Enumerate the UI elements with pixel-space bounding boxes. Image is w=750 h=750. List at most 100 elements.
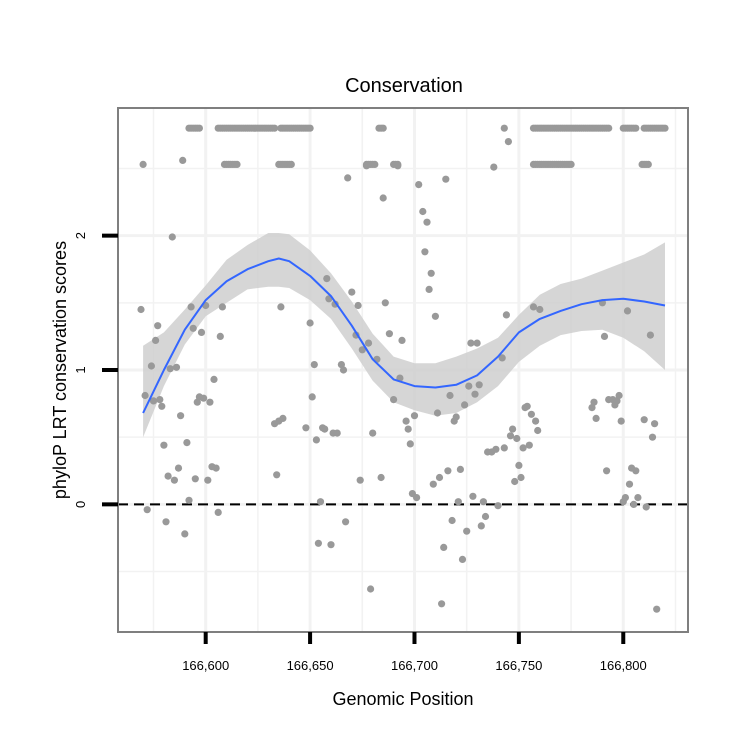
data-point (333, 429, 341, 437)
data-point (216, 332, 224, 340)
data-point (139, 160, 147, 168)
data-point (233, 160, 241, 168)
axes: 166,600 166,650 166,700 166,750 166,800 0 1 2 (73, 232, 647, 673)
data-point (210, 375, 218, 383)
data-point (513, 434, 521, 443)
data-point (141, 391, 149, 400)
data-point (479, 498, 487, 506)
data-point (358, 346, 366, 354)
data-point (506, 432, 515, 440)
data-point (162, 518, 170, 526)
data-point (172, 363, 181, 371)
data-point (316, 498, 325, 506)
data-point (337, 361, 345, 369)
data-point (435, 473, 444, 482)
data-point (600, 332, 609, 340)
x-tick-label: 166,700 (391, 658, 438, 673)
data-point (640, 416, 648, 424)
data-point (312, 436, 320, 444)
data-point (273, 471, 281, 479)
data-point (588, 404, 596, 412)
data-point (310, 361, 318, 369)
grid-lines (118, 108, 688, 632)
data-point (536, 305, 544, 314)
data-point (271, 124, 279, 132)
data-point (525, 441, 533, 449)
data-point (492, 445, 500, 453)
y-axis-label: phyloP LRT conservation scores (50, 241, 70, 499)
data-point (406, 440, 414, 448)
data-point (413, 494, 421, 502)
data-point (469, 492, 477, 500)
x-tick-label: 166,750 (495, 658, 542, 673)
data-point (377, 473, 385, 482)
data-point (630, 500, 638, 508)
data-point (523, 402, 531, 410)
data-point (323, 275, 331, 283)
data-point (651, 420, 659, 428)
data-point (454, 498, 462, 506)
smooth-curve (142, 257, 666, 414)
data-point (567, 160, 575, 168)
data-point (306, 319, 314, 327)
data-point (603, 467, 611, 475)
data-point (646, 331, 655, 339)
data-point (475, 381, 483, 389)
data-point (147, 362, 155, 370)
data-point (402, 417, 410, 425)
data-point (532, 417, 540, 425)
data-point (467, 339, 475, 347)
data-point (212, 464, 220, 472)
data-point (425, 285, 433, 293)
data-point (154, 322, 162, 330)
data-point (494, 502, 502, 510)
data-point (527, 410, 536, 418)
data-point (158, 402, 166, 410)
data-point (160, 441, 168, 449)
data-point (481, 512, 490, 521)
data-point (477, 522, 485, 530)
data-point (423, 218, 431, 226)
data-point (170, 476, 178, 484)
data-point (621, 494, 630, 502)
data-point (415, 181, 423, 189)
data-point (287, 160, 295, 168)
data-point (166, 365, 174, 373)
data-point (446, 391, 454, 400)
data-point (185, 496, 193, 504)
data-point (438, 600, 446, 608)
data-point (502, 311, 510, 319)
data-point (398, 336, 406, 344)
data-point (339, 366, 348, 374)
data-point (344, 174, 352, 182)
data-point (177, 412, 185, 420)
data-point (394, 160, 402, 168)
data-point (181, 530, 189, 538)
data-point (348, 288, 356, 296)
data-point (504, 138, 512, 146)
data-point (174, 464, 183, 472)
data-point (390, 396, 398, 404)
data-point (302, 424, 310, 432)
data-point (632, 467, 640, 475)
data-point (648, 433, 657, 441)
smooth-line (142, 257, 666, 414)
data-point (427, 269, 435, 277)
data-point (143, 506, 151, 514)
data-point (461, 401, 469, 409)
data-point (632, 124, 640, 132)
data-point (279, 414, 287, 422)
data-point (354, 301, 362, 310)
data-point (379, 124, 387, 132)
confidence-ribbon (143, 233, 666, 438)
data-point (164, 472, 172, 480)
data-point (149, 397, 158, 405)
y-tick-label: 0 (73, 501, 88, 508)
data-point (183, 439, 191, 447)
data-point (187, 303, 195, 311)
data-point (590, 398, 598, 406)
data-point (653, 605, 661, 613)
data-point (356, 476, 364, 484)
chart-title: Conservation (345, 75, 463, 97)
data-point (463, 527, 471, 535)
